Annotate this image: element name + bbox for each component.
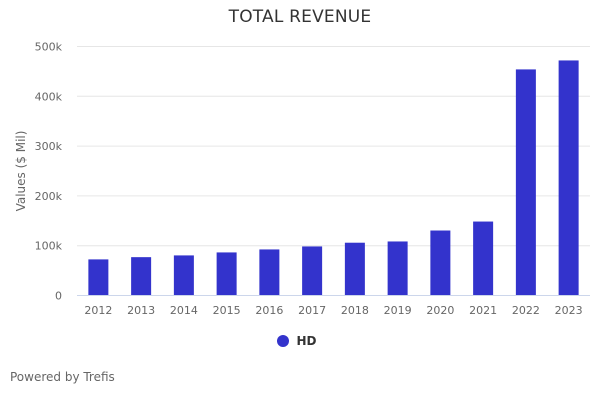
bar-2014[interactable] bbox=[173, 255, 194, 296]
powered-by-credit: Powered by Trefis bbox=[10, 370, 115, 384]
y-axis-label: Values ($ Mil) bbox=[14, 131, 28, 212]
x-axis-ticks: 2012 2013 2014 2015 2016 2017 2018 2019 2020 2021… bbox=[84, 304, 582, 317]
x-tick-label: 2014 bbox=[170, 304, 198, 317]
bar-2016[interactable] bbox=[259, 249, 280, 296]
x-tick-label: 2019 bbox=[384, 304, 412, 317]
x-tick-label: 2023 bbox=[555, 304, 583, 317]
x-tick-label: 2020 bbox=[426, 304, 454, 317]
bar-2020[interactable] bbox=[430, 230, 451, 296]
bar-2013[interactable] bbox=[131, 257, 152, 296]
bar-2019[interactable] bbox=[387, 241, 408, 296]
x-tick-label: 2013 bbox=[127, 304, 155, 317]
y-tick-label: 500k bbox=[35, 41, 63, 54]
bar-2012[interactable] bbox=[88, 259, 109, 296]
y-tick-label: 400k bbox=[35, 90, 63, 103]
legend: HD bbox=[0, 334, 600, 348]
bar-2018[interactable] bbox=[344, 242, 365, 296]
x-tick-label: 2015 bbox=[213, 304, 241, 317]
y-axis-ticks: 0 100k 200k 300k 400k 500k bbox=[35, 41, 63, 303]
x-tick-label: 2017 bbox=[298, 304, 326, 317]
bar-2017[interactable] bbox=[302, 246, 323, 296]
legend-label-hd[interactable]: HD bbox=[296, 334, 317, 348]
gridlines bbox=[77, 46, 590, 247]
bar-2022[interactable] bbox=[515, 69, 536, 296]
y-tick-label: 100k bbox=[35, 240, 63, 253]
bar-2021[interactable] bbox=[473, 221, 494, 296]
bars bbox=[88, 60, 579, 296]
x-tick-label: 2022 bbox=[512, 304, 540, 317]
bar-2023[interactable] bbox=[558, 60, 579, 296]
x-tick-label: 2018 bbox=[341, 304, 369, 317]
y-tick-label: 300k bbox=[35, 140, 63, 153]
legend-marker-hd[interactable] bbox=[277, 335, 290, 347]
x-tick-label: 2012 bbox=[84, 304, 112, 317]
x-tick-label: 2016 bbox=[255, 304, 283, 317]
y-tick-label: 200k bbox=[35, 190, 63, 203]
y-tick-label: 0 bbox=[55, 290, 62, 303]
chart-title: TOTAL REVENUE bbox=[228, 7, 372, 27]
x-tick-label: 2021 bbox=[469, 304, 497, 317]
bar-2015[interactable] bbox=[216, 252, 237, 296]
